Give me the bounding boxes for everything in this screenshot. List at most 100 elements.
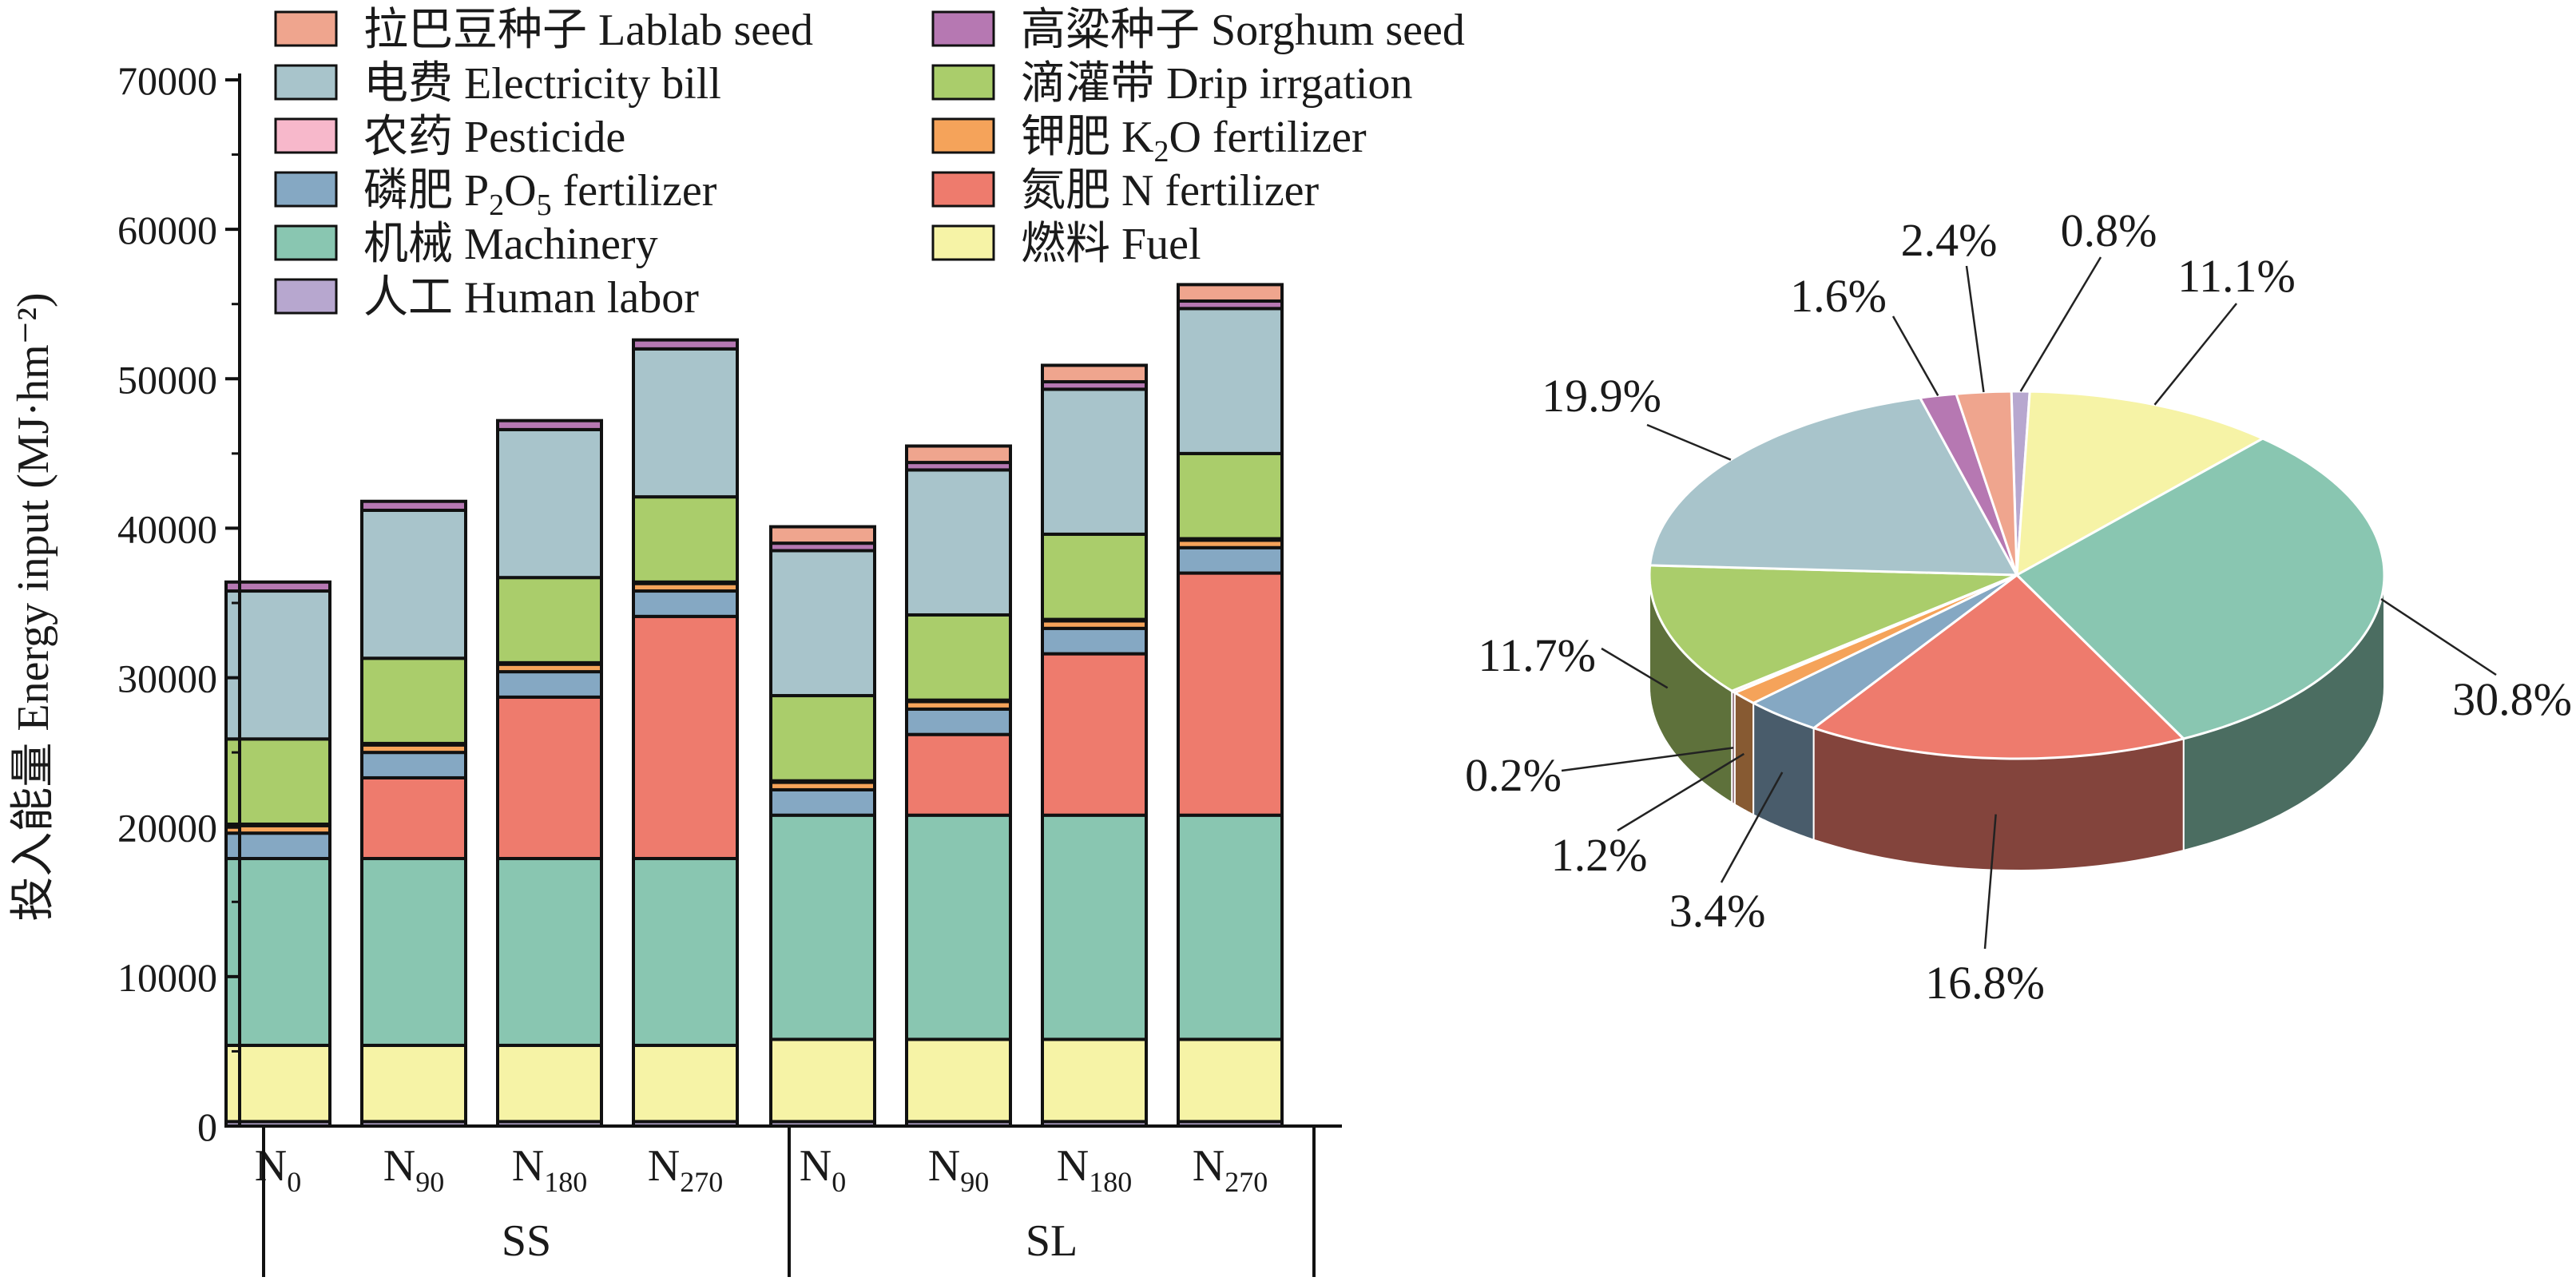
bar-segment-elec (632, 347, 739, 499)
bar-segment-fuel (632, 1043, 739, 1124)
bar-segment-lablab (1041, 363, 1148, 384)
bar-segment-machinery (1177, 813, 1284, 1041)
legend-swatch (274, 10, 338, 47)
bar-segment-sorghum (360, 499, 467, 512)
pie-label-elec: 19.9% (1542, 370, 1661, 422)
x-tick-label: N270 (1193, 1141, 1268, 1198)
bar-segment-lablab (1177, 283, 1284, 303)
pie-label-fuel: 11.1% (2177, 250, 2296, 302)
bar-stack (905, 444, 1012, 1128)
pie-label-sorghum: 1.6% (1790, 270, 1887, 322)
bar-segment-nfert (1041, 652, 1148, 817)
y-tick-label: 0 (197, 1105, 217, 1149)
bar-segment-machinery (905, 813, 1012, 1041)
legend-label: 电费 Electricity bill (363, 59, 721, 109)
bar-segment-fuel (224, 1043, 331, 1124)
pie-slice-fuel (2015, 390, 2266, 577)
x-tick-label: N180 (1057, 1141, 1132, 1198)
bar-segment-machinery (224, 857, 331, 1047)
bar-segment-drip (769, 694, 876, 783)
bar-stack (360, 499, 467, 1128)
x-tick-label: N0 (255, 1141, 301, 1198)
pie-leader-line (1891, 315, 1939, 396)
bar-segment-p2o5 (1177, 545, 1284, 575)
bar-segment-p2o5 (496, 670, 603, 699)
legend-item-pesticide: 农药 Pesticide (274, 113, 625, 162)
bar-segment-fuel (1177, 1037, 1284, 1124)
y-tick-label: 40000 (117, 506, 217, 551)
bar-stack (224, 580, 331, 1128)
bar-stack (1177, 283, 1284, 1128)
pie-leader-line (1601, 647, 1669, 689)
legend-label: 燃料 Fuel (1021, 220, 1201, 269)
x-tick-label: N90 (928, 1141, 989, 1198)
legend-label: 高粱种子 Sorghum seed (1021, 6, 1465, 55)
bar-segment-p2o5 (1041, 626, 1148, 656)
x-tick-label: N90 (383, 1141, 444, 1198)
pie-leader-line (2153, 303, 2237, 406)
group-label: SS (502, 1216, 551, 1266)
legend-item-human: 人工 Human labor (274, 273, 699, 323)
legend-label: 机械 Machinery (363, 220, 658, 269)
bar-segment-p2o5 (224, 831, 331, 861)
bar-segment-elec (224, 589, 331, 741)
x-tick-label: N180 (512, 1141, 587, 1198)
bar-segment-fuel (769, 1037, 876, 1124)
pie-leader-line (1720, 771, 1784, 883)
bar-segment-elec (360, 508, 467, 660)
pie-label-p2o5: 3.4% (1669, 885, 1766, 937)
bar-segment-fuel (1041, 1037, 1148, 1124)
bar-segment-machinery (769, 813, 876, 1041)
bar-segment-fuel (360, 1043, 467, 1124)
legend-item-p2o5: 磷肥 P2O5 fertilizer (274, 166, 717, 222)
bar-segment-p2o5 (905, 707, 1012, 736)
y-tick-label: 50000 (117, 357, 217, 402)
bar-stack (496, 418, 603, 1128)
pie-leader-line (2380, 598, 2497, 676)
pie-label-lablab: 2.4% (1901, 214, 1998, 266)
legend-swatch (274, 171, 338, 208)
bar-stack (1041, 363, 1148, 1128)
legend-swatch (274, 224, 338, 261)
bar-segment-drip (905, 613, 1012, 702)
bar-segment-drip (360, 656, 467, 745)
bar-stack (632, 338, 739, 1128)
x-tick-label: N270 (648, 1141, 723, 1198)
legend-label: 拉巴豆种子 Lablab seed (363, 6, 813, 55)
legend-swatch (274, 117, 338, 154)
bar-segment-lablab (769, 525, 876, 545)
y-tick-label: 30000 (117, 656, 217, 701)
bar-segment-machinery (632, 857, 739, 1047)
legend-item-machinery: 机械 Machinery (274, 220, 658, 269)
pie-label-k2o: 1.2% (1551, 829, 1648, 881)
bar-segment-nfert (632, 614, 739, 861)
legend-swatch (931, 64, 995, 101)
pie-leader-line (2019, 256, 2102, 392)
bar-segment-machinery (360, 857, 467, 1047)
bar-segment-elec (1041, 387, 1148, 536)
legend-swatch (274, 278, 338, 315)
legend-item-elec: 电费 Electricity bill (274, 59, 721, 109)
legend-item-drip: 滴灌带 Drip irrgation (931, 59, 1412, 109)
pie-leader-line (1617, 752, 1744, 832)
bar-segment-nfert (1177, 571, 1284, 817)
bar-segment-sorghum (632, 338, 739, 351)
y-tick-label: 20000 (117, 806, 217, 851)
pie-leader-line (1983, 814, 1997, 950)
bar-segment-sorghum (224, 580, 331, 593)
pie-slice-nfert (1811, 573, 2186, 760)
bar-segment-machinery (496, 857, 603, 1047)
legend-label: 滴灌带 Drip irrgation (1021, 59, 1412, 109)
bar-stack (769, 525, 876, 1128)
bar-segment-lablab (905, 444, 1012, 465)
pie-label-human: 0.8% (2061, 204, 2157, 256)
bar-segment-elec (905, 468, 1012, 617)
y-tick-label: 70000 (117, 58, 217, 103)
legend-item-sorghum: 高粱种子 Sorghum seed (931, 6, 1465, 55)
y-tick-label: 10000 (117, 955, 217, 1000)
legend-label: 农药 Pesticide (363, 113, 625, 162)
pie-slice-p2o5 (1750, 573, 2018, 730)
bar-segment-sorghum (496, 418, 603, 431)
pie-label-machinery: 30.8% (2452, 673, 2572, 725)
